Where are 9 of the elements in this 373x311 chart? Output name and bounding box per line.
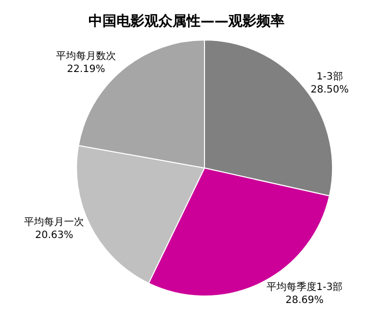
data-label: 28.69% xyxy=(286,294,324,306)
slice-label: 平均每月数次 xyxy=(56,50,116,62)
slice-label: 平均每月一次 xyxy=(24,216,84,228)
chart-title: 中国电影观众属性——观影频率 xyxy=(88,12,284,30)
slice-label: 1-3部 xyxy=(316,70,343,83)
data-label: 22.19% xyxy=(67,64,106,76)
data-label: 20.63% xyxy=(35,230,74,242)
data-label: 28.50% xyxy=(310,84,349,96)
slice-label: 平均每季度1-3部 xyxy=(266,280,343,293)
